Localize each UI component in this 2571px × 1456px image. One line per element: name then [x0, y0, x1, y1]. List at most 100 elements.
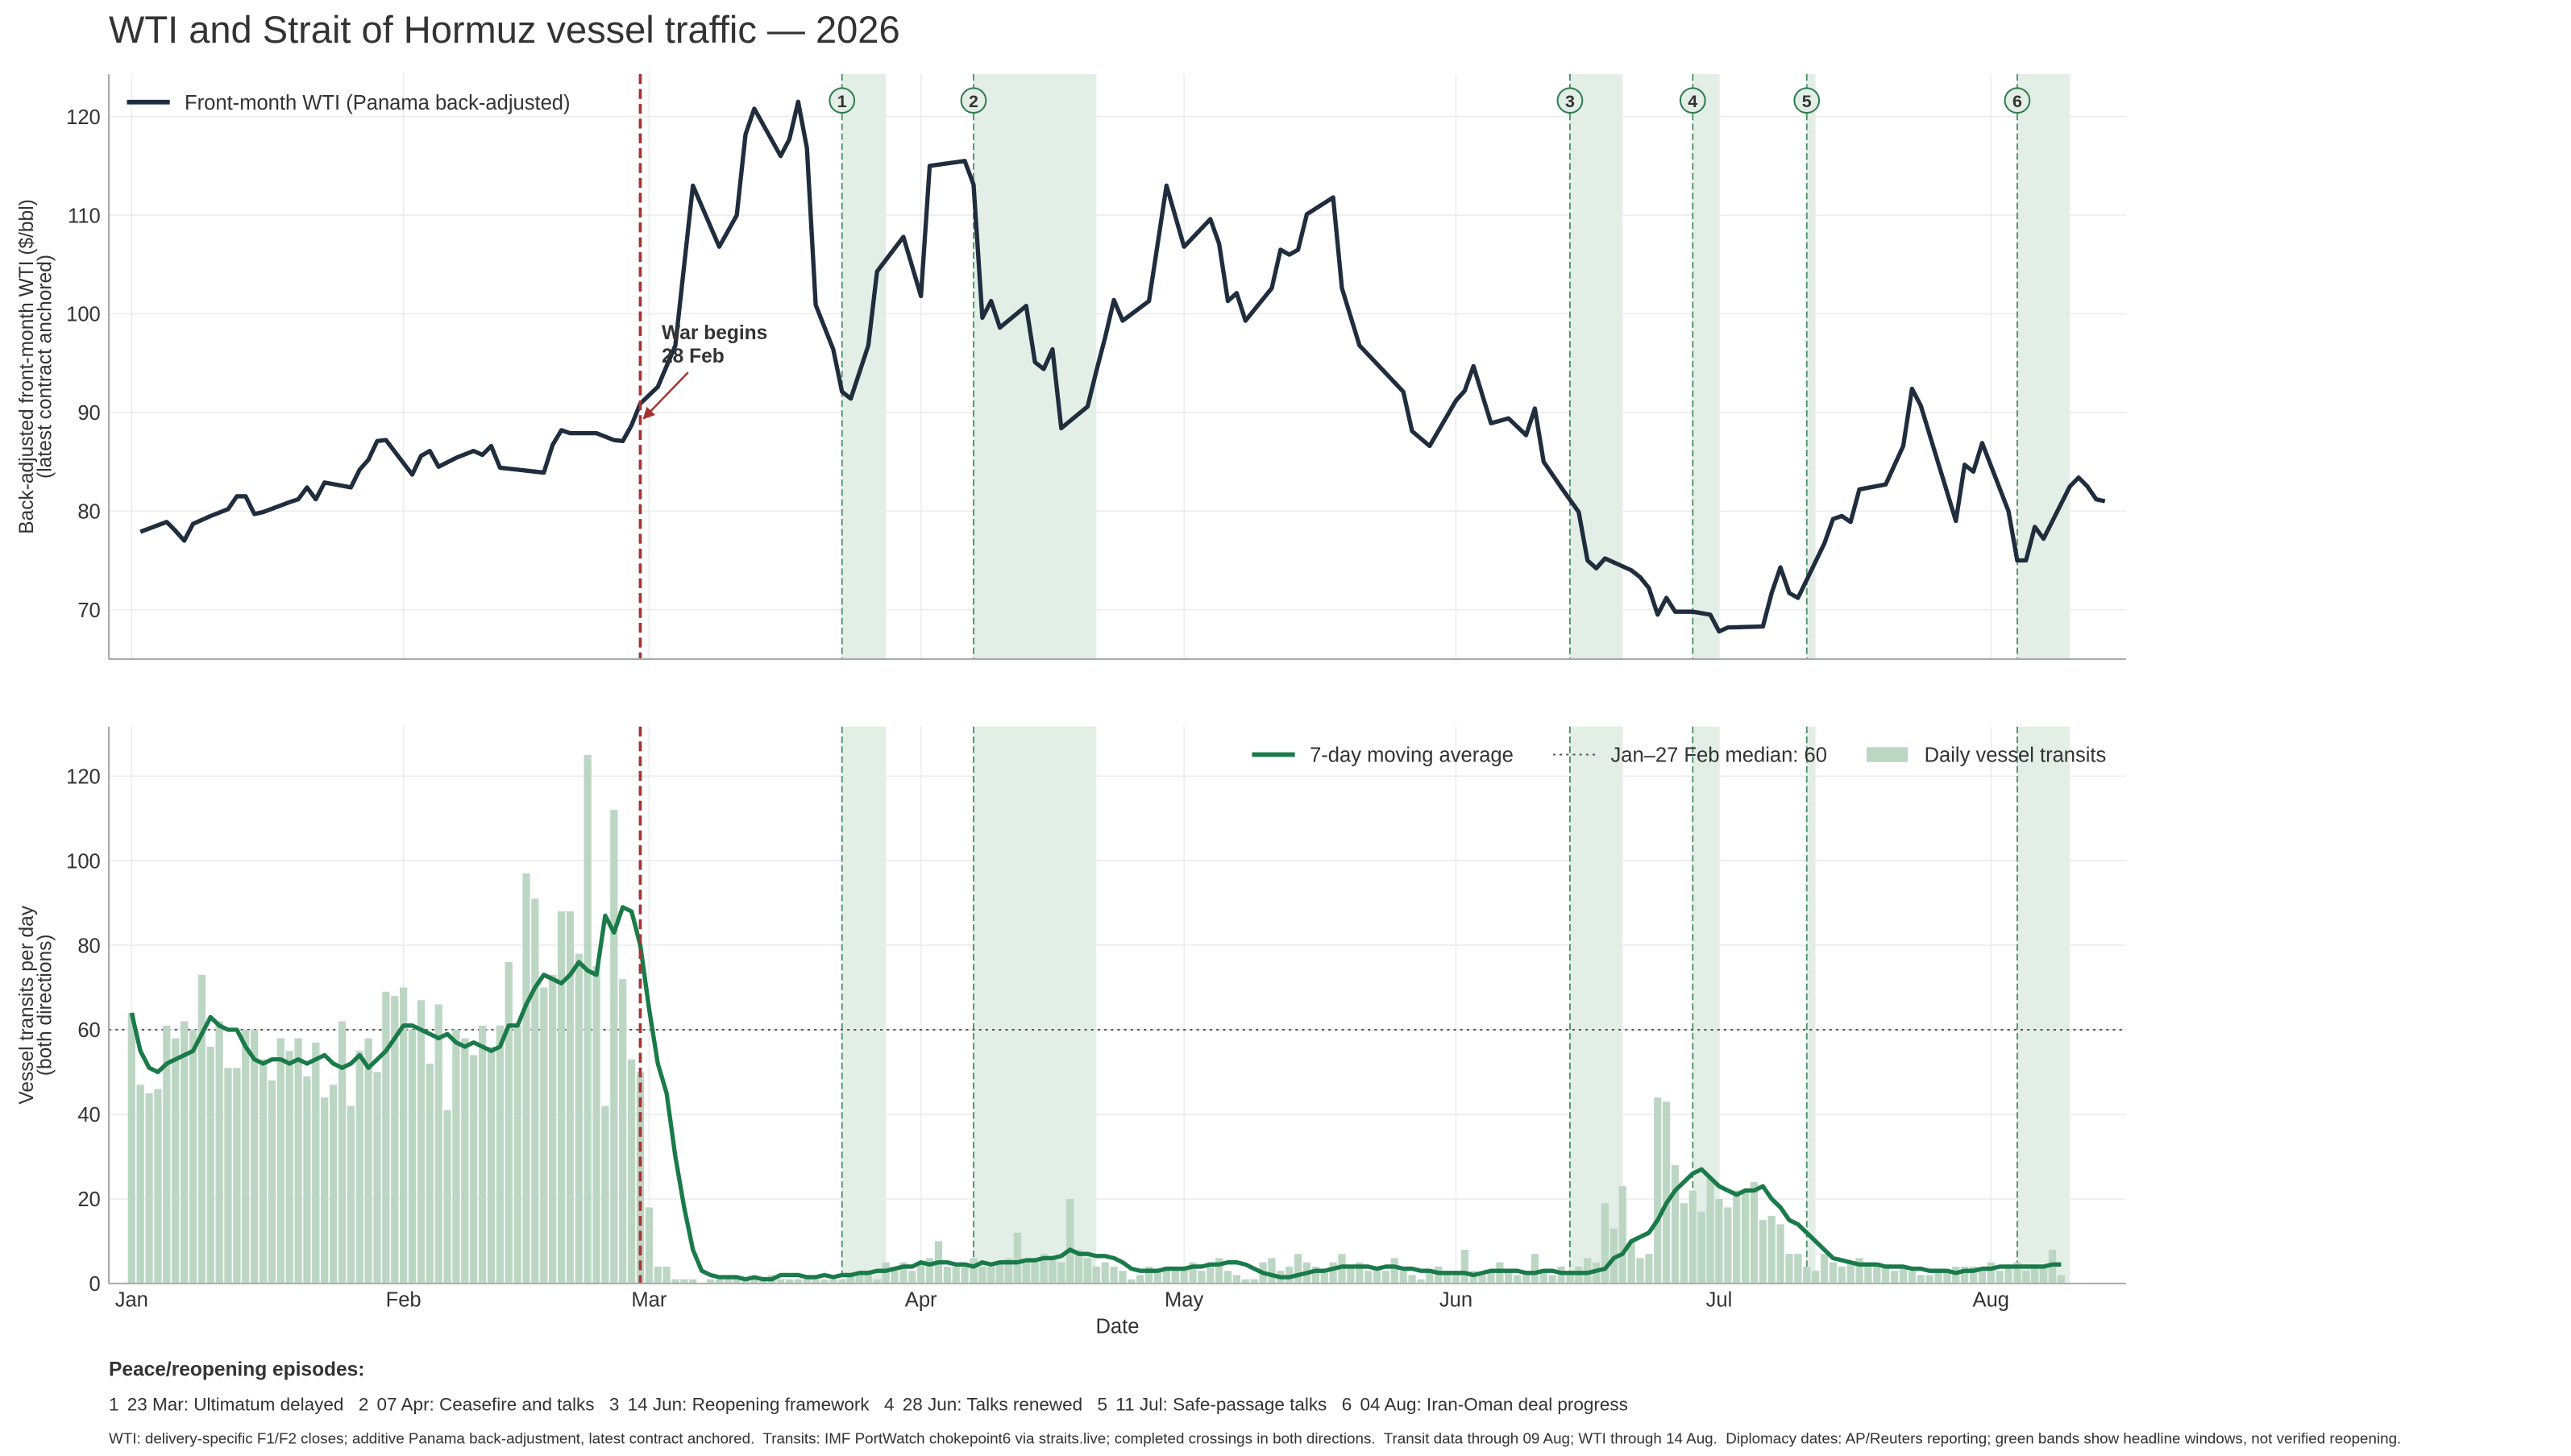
- bar: [1452, 1271, 1460, 1284]
- bar: [1846, 1262, 1855, 1284]
- bar: [1408, 1275, 1416, 1284]
- bar: [1645, 1254, 1653, 1284]
- bar: [1855, 1258, 1863, 1284]
- y-axis-label: Vessel transits per day: [16, 905, 38, 1104]
- bar: [1539, 1271, 1547, 1284]
- bar: [1618, 1186, 1626, 1284]
- bar: [592, 966, 600, 1284]
- chart-title: WTI and Strait of Hormuz vessel traffic …: [109, 8, 900, 51]
- episode-band: [973, 726, 1097, 1284]
- x-tick-label: Aug: [1973, 1289, 2009, 1312]
- bar: [1241, 1279, 1249, 1284]
- episode-band: [1569, 726, 1623, 1284]
- bar: [417, 1000, 426, 1284]
- episode-band: [1693, 726, 1719, 1284]
- bar: [1601, 1203, 1609, 1284]
- bar: [1268, 1258, 1276, 1284]
- x-tick-label: Apr: [905, 1289, 937, 1312]
- bar: [627, 1059, 636, 1284]
- bar: [1688, 1190, 1697, 1284]
- legend-item: 7-day moving average: [1252, 745, 1514, 767]
- bar: [163, 1025, 171, 1284]
- episode-label: 14 Jun: Reopening framework: [628, 1394, 870, 1414]
- bar: [1066, 1198, 1074, 1284]
- bar: [1548, 1275, 1556, 1284]
- bar: [899, 1262, 908, 1284]
- bar: [1838, 1266, 1846, 1284]
- bar: [1162, 1266, 1170, 1284]
- episode-marker: [2004, 87, 2031, 114]
- bar: [373, 1072, 381, 1284]
- episode-band: [841, 726, 887, 1284]
- bar: [1356, 1262, 1364, 1284]
- bar: [206, 1047, 214, 1284]
- bar: [1829, 1262, 1838, 1284]
- bar: [1347, 1266, 1355, 1284]
- bar: [1232, 1275, 1241, 1284]
- bar: [180, 1021, 189, 1284]
- x-tick-label: Feb: [386, 1289, 422, 1312]
- bar: [750, 1279, 758, 1284]
- bar: [1505, 1271, 1513, 1284]
- episode-number: 1: [109, 1394, 119, 1414]
- bar: [1715, 1198, 1723, 1284]
- episode-marker: [829, 87, 856, 114]
- bar: [1399, 1271, 1407, 1284]
- episode-number: 1: [837, 92, 847, 111]
- bar: [1925, 1275, 1933, 1284]
- y-tick-label: 60: [77, 1019, 100, 1042]
- bar: [136, 1085, 144, 1284]
- bar: [443, 1110, 451, 1284]
- bar: [838, 1279, 846, 1284]
- bar: [1364, 1271, 1373, 1284]
- x-axis-label: Date: [1095, 1315, 1139, 1338]
- bar: [1996, 1271, 2004, 1284]
- bar: [1119, 1271, 1127, 1284]
- episode-number: 2: [969, 92, 978, 111]
- bar: [1978, 1271, 1987, 1284]
- series-line: [139, 99, 2106, 634]
- bar: [1663, 1101, 1671, 1284]
- bar: [1627, 1241, 1635, 1284]
- legend-item: Front-month WTI (Panama back-adjusted): [127, 92, 571, 114]
- bar: [601, 1105, 609, 1284]
- x-tick-label: Jan: [115, 1289, 148, 1312]
- episode-band: [1693, 74, 1719, 659]
- bar: [1776, 1224, 1784, 1284]
- bar: [970, 1258, 978, 1284]
- bar: [891, 1266, 899, 1284]
- event-label: War begins: [662, 322, 767, 344]
- episode-band: [973, 74, 1097, 659]
- bar: [1189, 1262, 1197, 1284]
- bar: [2031, 1266, 2039, 1284]
- bar: [1741, 1190, 1750, 1284]
- bar: [2057, 1275, 2065, 1284]
- legend-swatch: [1867, 747, 1909, 762]
- bar: [1460, 1249, 1468, 1284]
- bar: [1890, 1271, 1899, 1284]
- episodes-list: 1 23 Mar: Ultimatum delayed 2 07 Apr: Cease…: [109, 1394, 1628, 1414]
- bar: [197, 974, 206, 1284]
- bar: [1917, 1275, 1925, 1284]
- bar: [706, 1279, 715, 1284]
- bar: [1040, 1254, 1048, 1284]
- bar: [820, 1279, 829, 1284]
- episode-number: 3: [1565, 92, 1575, 111]
- y-tick-label: 100: [66, 850, 101, 873]
- bar: [452, 1030, 460, 1284]
- bar: [1171, 1271, 1179, 1284]
- bar: [1215, 1258, 1223, 1284]
- bar: [1074, 1249, 1083, 1284]
- bar: [303, 1076, 311, 1284]
- legend-label: Front-month WTI (Panama back-adjusted): [185, 92, 570, 114]
- bar: [1198, 1271, 1206, 1284]
- bar: [268, 1081, 276, 1284]
- bar: [1022, 1262, 1030, 1284]
- bar: [776, 1279, 785, 1284]
- bar: [794, 1279, 802, 1284]
- bar: [1785, 1254, 1793, 1284]
- bar: [864, 1271, 873, 1284]
- bar: [1522, 1271, 1531, 1284]
- bar: [1294, 1254, 1302, 1284]
- episode-number: 4: [884, 1394, 895, 1414]
